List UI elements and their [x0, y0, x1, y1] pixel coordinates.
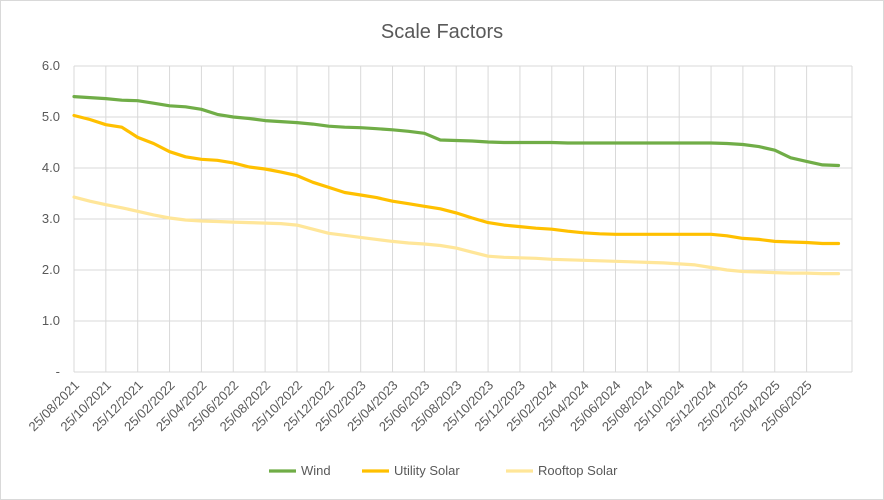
series-line-wind: [72, 94, 841, 168]
y-tick-label: 3.0: [42, 211, 60, 226]
legend-label: Utility Solar: [394, 463, 460, 478]
legend-label: Rooftop Solar: [538, 463, 618, 478]
y-tick-label: 2.0: [42, 262, 60, 277]
x-axis-ticks: 25/08/202125/10/202125/12/202125/02/2022…: [25, 378, 814, 435]
y-tick-label: 1.0: [42, 313, 60, 328]
series-line-utility-solar: [72, 113, 841, 246]
series-lines: [72, 94, 841, 276]
series-line-rooftop-solar: [72, 195, 841, 276]
chart-title: Scale Factors: [381, 21, 503, 43]
gridlines: [73, 65, 853, 373]
y-tick-label: -: [56, 364, 60, 379]
y-axis-ticks: - 1.0 2.0 3.0 4.0 5.0 6.0: [42, 58, 60, 379]
legend: Wind Utility Solar Rooftop Solar: [269, 463, 618, 478]
y-tick-label: 5.0: [42, 109, 60, 124]
y-tick-label: 6.0: [42, 58, 60, 73]
y-tick-label: 4.0: [42, 160, 60, 175]
legend-label: Wind: [301, 463, 331, 478]
